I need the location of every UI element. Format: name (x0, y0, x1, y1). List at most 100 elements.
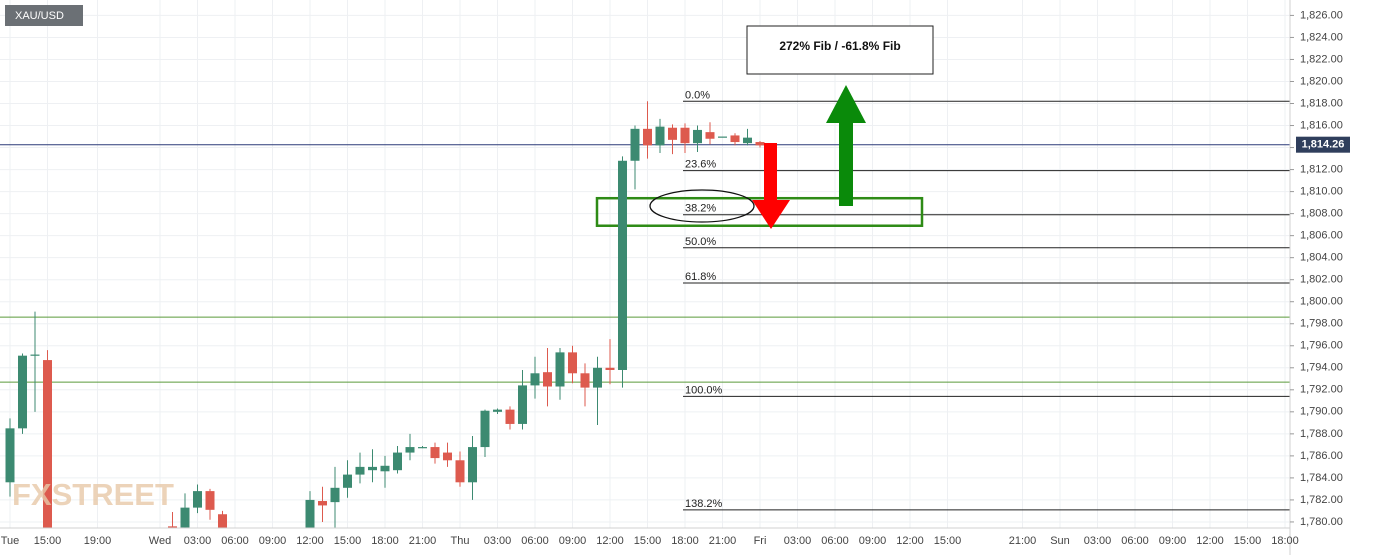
candle-body (168, 526, 177, 528)
y-tick-label: 1,824.00 (1300, 31, 1343, 43)
x-tick-label: 19:00 (84, 535, 112, 547)
x-tick-label: 21:00 (1009, 535, 1037, 547)
candle-body (205, 491, 215, 510)
x-tick-label: 18:00 (1271, 535, 1299, 547)
fib-label: 138.2% (685, 498, 723, 510)
watermark: FXSTREET (12, 477, 174, 512)
down-arrow (752, 143, 790, 229)
candle-body (5, 428, 15, 483)
x-tick-label: 12:00 (296, 535, 324, 547)
y-tick-label: 1,794.00 (1300, 362, 1343, 374)
candle-body (493, 409, 502, 412)
candle-body (305, 499, 315, 528)
x-tick-label: Fri (754, 535, 767, 547)
candle-body (218, 514, 227, 528)
x-tick-label: 15:00 (34, 535, 62, 547)
fib-label: 38.2% (685, 203, 716, 215)
y-tick-label: 1,782.00 (1300, 494, 1343, 506)
zone (595, 196, 924, 227)
candle-body (18, 355, 27, 429)
highlight-ellipse (649, 189, 755, 223)
x-tick-label: 03:00 (484, 535, 512, 547)
candle-body (580, 373, 590, 388)
candle-body (343, 474, 352, 488)
candle-body (418, 447, 427, 449)
levels: 0.0% 23.6% 38.2% 50.0% 61.8% 100.0% 138.2% (0, 89, 1290, 511)
symbol-box (5, 5, 83, 26)
up-arrow (826, 85, 866, 206)
arrow-head (826, 85, 866, 123)
x-tick-label: 15:00 (934, 535, 962, 547)
candle-body (480, 410, 490, 448)
x-tick-label: 12:00 (596, 535, 624, 547)
candle-body (568, 352, 577, 374)
y-tick-label: 1,780.00 (1300, 516, 1343, 528)
candle-body (630, 128, 640, 161)
y-tick-label: 1,802.00 (1300, 274, 1343, 286)
fib-label: 61.8% (685, 271, 716, 283)
x-tick-label: 03:00 (784, 535, 812, 547)
y-tick-label: 1,786.00 (1300, 450, 1343, 462)
fib-label: 50.0% (685, 236, 716, 248)
candle-body (455, 460, 465, 483)
candle-body (668, 127, 677, 140)
candle-body (193, 491, 202, 508)
y-tick-label: 1,788.00 (1300, 428, 1343, 440)
fib-label: 23.6% (685, 159, 716, 171)
candle-body (443, 452, 452, 461)
y-tick-label: 1,790.00 (1300, 406, 1343, 418)
candle-body (705, 132, 715, 139)
y-tick-label: 1,810.00 (1300, 186, 1343, 198)
y-tick-label: 1,804.00 (1300, 252, 1343, 264)
last-price-box (1296, 136, 1350, 153)
y-tick-label: 1,806.00 (1300, 230, 1343, 242)
candle-body (718, 136, 727, 138)
last-price-label: 1,814.26 (1302, 139, 1345, 151)
y-tick-label: 1,784.00 (1300, 472, 1343, 484)
candle-body (655, 126, 665, 146)
y-tick-label: 1,800.00 (1300, 296, 1343, 308)
candle-body (505, 409, 515, 424)
annotation-box (746, 25, 934, 75)
candle-body (43, 360, 52, 528)
candle-body (405, 447, 415, 453)
arrow-shaft (764, 143, 777, 201)
candle-body (593, 367, 602, 388)
candle-body (605, 367, 615, 370)
x-tick-label: 03:00 (1084, 535, 1112, 547)
y-tick-label: 1,826.00 (1300, 9, 1343, 21)
y-tick-label: 1,812.00 (1300, 163, 1343, 175)
x-tick-label: 06:00 (521, 535, 549, 547)
candle-body (530, 373, 540, 386)
candle-body (543, 372, 552, 387)
x-tick-label: 06:00 (821, 535, 849, 547)
axes: 1,780.00 1,782.00 1,784.00 1,786.00 1,788.00… (1, 9, 1350, 547)
x-tick-label: 15:00 (634, 535, 662, 547)
x-tick-label: Sun (1050, 535, 1070, 547)
x-tick-label: 09:00 (859, 535, 887, 547)
candle-body (380, 465, 390, 472)
x-tick-label: 09:00 (559, 535, 587, 547)
y-tick-label: 1,820.00 (1300, 75, 1343, 87)
candle-body (355, 466, 365, 475)
candle-body (368, 466, 377, 471)
x-tick-label: 06:00 (1121, 535, 1149, 547)
candle-body (743, 137, 752, 144)
y-tick-label: 1,796.00 (1300, 340, 1343, 352)
candle-body (180, 507, 190, 528)
x-tick-label: 15:00 (334, 535, 362, 547)
candle-body (518, 385, 527, 424)
candle-body (30, 354, 40, 356)
y-tick-label: 1,816.00 (1300, 119, 1343, 131)
x-tick-label: Wed (149, 535, 171, 547)
candle-body (330, 487, 340, 503)
candle-body (468, 447, 477, 483)
x-tick-label: 21:00 (709, 535, 737, 547)
symbol-label: XAU/USD (15, 10, 64, 22)
candle-body (430, 447, 440, 459)
y-tick-label: 1,798.00 (1300, 318, 1343, 330)
x-tick-label: 12:00 (1196, 535, 1224, 547)
candle-body (555, 352, 565, 387)
x-tick-label: 12:00 (896, 535, 924, 547)
